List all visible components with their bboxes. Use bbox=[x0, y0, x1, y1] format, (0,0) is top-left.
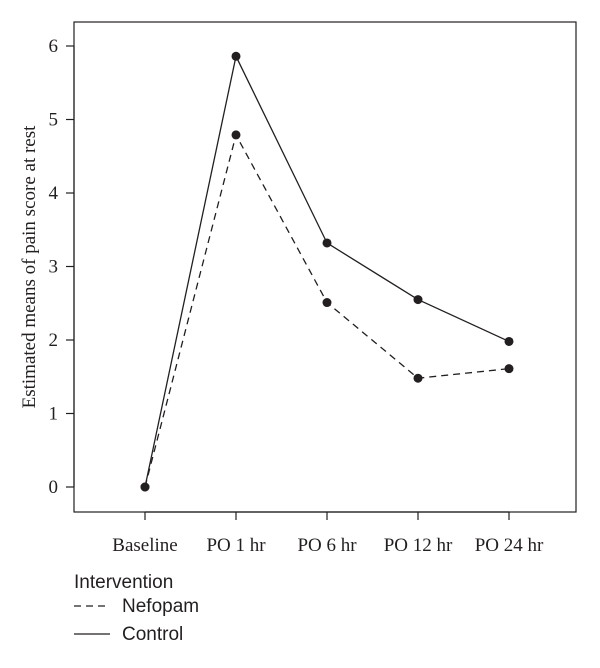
x-tick-label: PO 1 hr bbox=[206, 535, 266, 556]
y-tick-label: 1 bbox=[49, 404, 59, 425]
y-axis: 0 1 2 3 4 5 6 bbox=[49, 36, 75, 498]
point-control bbox=[231, 51, 241, 61]
y-tick-label: 6 bbox=[49, 36, 59, 57]
y-tick-label: 3 bbox=[49, 257, 59, 278]
legend: Intervention Nefopam Control bbox=[74, 572, 199, 645]
legend-title: Intervention bbox=[74, 572, 173, 593]
plot-frame bbox=[73, 21, 577, 513]
y-tick-label: 4 bbox=[49, 183, 59, 204]
series-layer bbox=[140, 51, 514, 492]
x-tick-label: PO 24 hr bbox=[475, 535, 544, 556]
point-nefopam bbox=[140, 482, 150, 492]
x-tick-label: PO 12 hr bbox=[384, 535, 453, 556]
series-line-control bbox=[144, 54, 510, 488]
point-control bbox=[413, 295, 423, 305]
y-axis-title: Estimated means of pain score at rest bbox=[19, 125, 40, 409]
series-line-nefopam bbox=[144, 133, 510, 488]
y-tick-label: 0 bbox=[49, 477, 59, 498]
point-nefopam bbox=[322, 298, 332, 308]
legend-label-control: Control bbox=[122, 624, 183, 645]
point-nefopam bbox=[231, 130, 241, 140]
x-tick-label: PO 6 hr bbox=[297, 535, 357, 556]
y-tick-label: 5 bbox=[49, 110, 59, 131]
y-tick-label: 2 bbox=[49, 330, 59, 351]
point-control bbox=[322, 238, 332, 248]
x-axis: Baseline PO 1 hr PO 6 hr PO 12 hr PO 24 hr bbox=[112, 511, 544, 556]
point-nefopam bbox=[413, 373, 423, 383]
point-nefopam bbox=[504, 364, 514, 374]
point-control bbox=[504, 336, 514, 346]
legend-label-nefopam: Nefopam bbox=[122, 596, 199, 617]
legend-items: Nefopam Control bbox=[74, 596, 199, 645]
x-tick-label: Baseline bbox=[112, 535, 177, 556]
